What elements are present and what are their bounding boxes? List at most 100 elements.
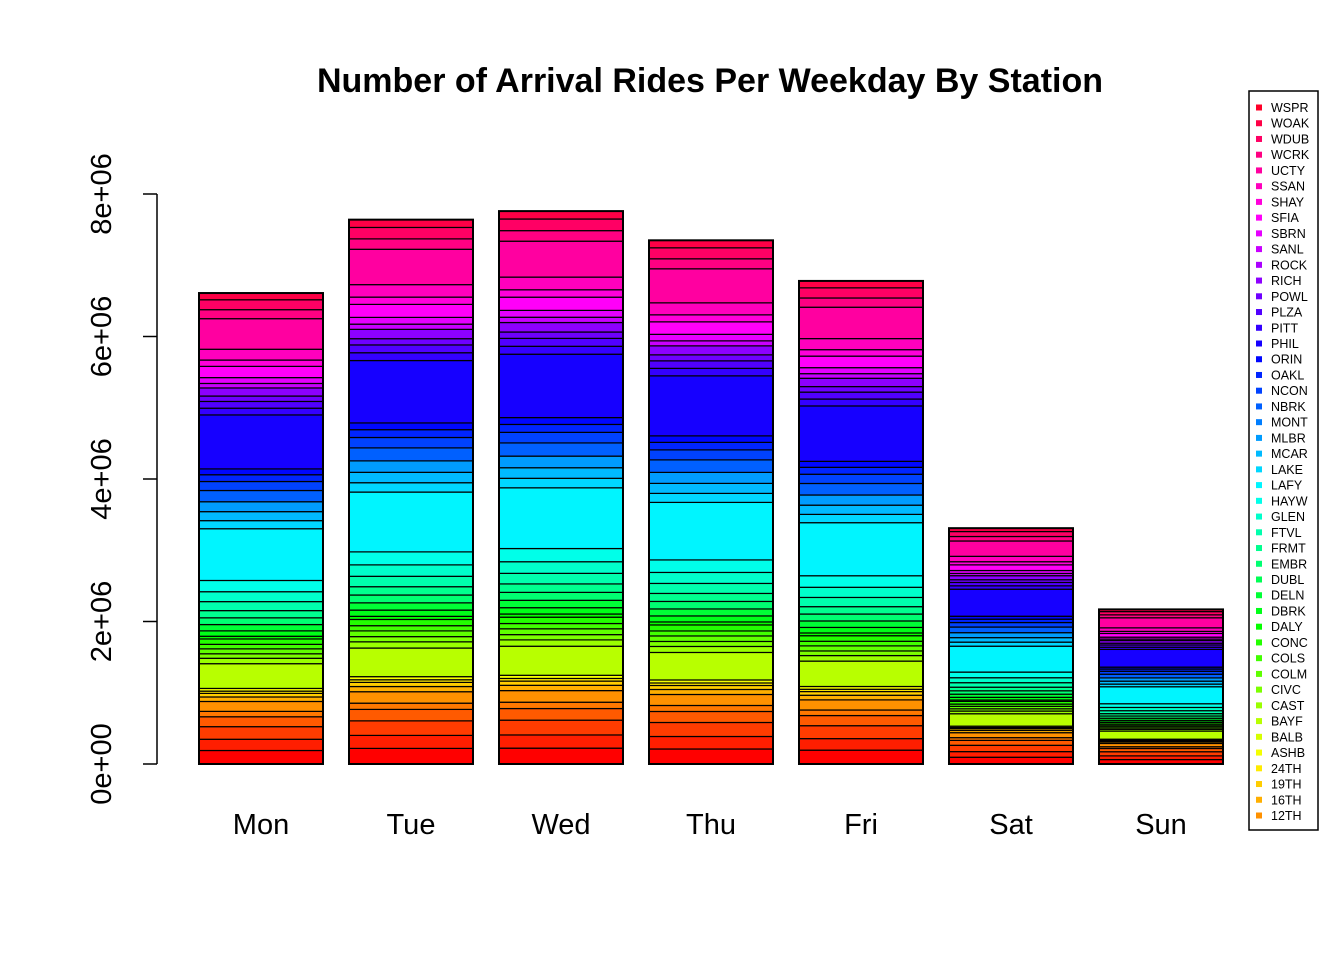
legend-item: ROCK [1256,258,1308,272]
bar-segment [498,210,624,220]
bar-segment [498,684,624,692]
bar-segment [948,744,1074,753]
bar-segment [198,696,324,703]
bar-segment [498,416,624,426]
bar-segment [348,436,474,449]
bar-segment [498,442,624,457]
bar-segment [948,641,1074,647]
bar-segment [798,513,924,524]
legend-label: PHIL [1271,337,1299,351]
bar-segment [198,700,324,712]
bar-segment [198,749,324,765]
bar-segment [348,702,474,711]
bar-segment [648,367,774,377]
x-tick-label: Wed [531,809,590,841]
bar-thu [648,239,774,765]
legend-label: BAYF [1271,715,1303,729]
legend-label: SANL [1271,243,1304,257]
bar-segment [348,491,474,553]
bar-segment [648,630,774,637]
bar-segment [498,467,624,479]
legend-swatch [1256,513,1262,520]
bar-segment [498,547,624,563]
bar-segment [198,299,324,311]
bar-wed [498,210,624,766]
bar-segment [498,240,624,278]
bar-segment [798,575,924,588]
legend-label: COLM [1271,667,1307,681]
bar-mon [198,292,324,765]
bar-outline [1098,608,1224,766]
bar-segment [198,710,324,718]
legend-label: EMBR [1271,557,1307,571]
legend-label: ORIN [1271,353,1302,367]
bar-segment [798,473,924,485]
legend-label: SHAY [1271,195,1305,209]
legend-item: DALY [1256,620,1303,634]
legend-swatch [1256,309,1262,316]
bar-segment [948,535,1074,542]
legend-item: FTVL [1256,526,1302,540]
x-tick-label: Thu [686,809,736,841]
legend-label: CONC [1271,636,1308,650]
legend-item: SBRN [1256,227,1306,241]
legend-item: EMBR [1256,557,1307,571]
bar-segment [798,385,924,393]
legend-swatch [1256,183,1262,190]
bar-segment [198,387,324,397]
bar-segment [798,606,924,615]
legend-label: POWL [1271,290,1308,304]
legend-label: GLEN [1271,510,1305,524]
bar-segment [798,504,924,515]
bar-tue [348,218,474,765]
bar-segment [198,738,324,752]
bar-segment [498,345,624,355]
bar-segment [198,474,324,483]
legend-swatch [1256,230,1262,237]
legend-label: CAST [1271,699,1305,713]
bar-segment [498,607,624,615]
bar-segment [348,594,474,604]
legend-swatch [1256,670,1262,677]
bar-segment [948,588,1074,617]
bar-segment [198,414,324,470]
bar-segment [198,610,324,619]
bar-segment [498,477,624,489]
bar-segment [348,602,474,611]
legend-item: SANL [1256,243,1304,257]
legend-label: MCAR [1271,447,1308,461]
bar-segment [348,226,474,240]
legend-label: 19TH [1271,778,1302,792]
legend-swatch [1256,340,1262,347]
bar-segment [348,586,474,596]
bar-segment [498,645,624,676]
bar-segment [798,699,924,711]
legend-label: PLZA [1271,306,1303,320]
legend-item: PHIL [1256,337,1299,351]
bar-segment [348,630,474,638]
x-axis-labels: Mon Tue Wed Thu Fri Sat Sun [233,809,1187,841]
bar-segment [798,640,924,647]
bar-segment [798,660,924,688]
bar-segment [648,688,774,696]
legend-item: 19TH [1256,778,1302,792]
bar-segment [948,751,1074,758]
bar-segment [348,685,474,693]
bar-segment [1098,730,1224,740]
legend-swatch [1256,718,1262,725]
legend-swatch [1256,749,1262,756]
legend-item: LAFY [1256,479,1303,493]
bar-outline [198,292,324,765]
legend-item: MCAR [1256,447,1308,461]
bar-segment [948,555,1074,563]
bar-segment [648,302,774,316]
bar-segment [798,306,924,340]
bar-outline [348,218,474,765]
legend-swatch [1256,214,1262,221]
bar-segment [498,316,624,324]
bar-segment [348,564,474,577]
bar-segment [948,626,1074,634]
bar-segment [498,289,624,298]
legend-label: DALY [1271,620,1303,634]
